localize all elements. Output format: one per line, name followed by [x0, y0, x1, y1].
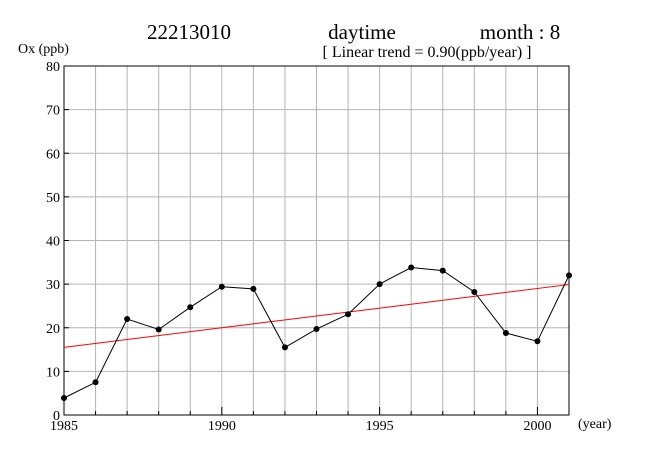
data-point — [155, 326, 162, 333]
data-point — [187, 304, 194, 311]
y-tick-label: 10 — [46, 365, 60, 380]
x-tick-label: 1990 — [208, 419, 236, 434]
data-point — [502, 329, 509, 336]
y-tick-label: 60 — [46, 147, 60, 162]
y-axis-label: Ox (ppb) — [18, 42, 69, 57]
y-tick-label: 30 — [46, 278, 60, 293]
data-point — [61, 394, 67, 401]
y-tick-label: 20 — [46, 322, 60, 337]
data-point — [250, 285, 257, 292]
y-tick-label: 70 — [46, 104, 60, 119]
y-tick-label: 80 — [46, 60, 60, 75]
trend-line — [63, 284, 570, 348]
x-axis-label: (year) — [578, 417, 612, 432]
station-id: 22213010 — [147, 20, 231, 44]
data-point — [345, 311, 352, 318]
x-tick-label: 1985 — [50, 419, 78, 434]
y-axis: 0 10 20 30 40 50 60 70 80 — [46, 60, 69, 424]
data-point — [92, 379, 99, 386]
data-points — [61, 264, 572, 401]
data-point — [124, 316, 131, 323]
x-tick-label: 2000 — [523, 419, 551, 434]
y-tick-label: 0 — [53, 409, 60, 424]
data-point — [218, 283, 225, 290]
x-axis: 1985 1990 1995 2000 — [50, 407, 570, 434]
data-point — [313, 326, 320, 333]
data-point — [439, 267, 446, 274]
data-point — [471, 288, 478, 295]
data-point — [376, 281, 383, 288]
month-label: month : 8 — [480, 20, 561, 44]
grid-lines — [64, 66, 569, 415]
trend-label: [ Linear trend = 0.90(ppb/year) ] — [323, 44, 532, 61]
x-tick-label: 1995 — [366, 419, 394, 434]
period-label: daytime — [328, 20, 396, 44]
data-point — [566, 272, 572, 279]
data-point — [281, 344, 288, 351]
data-point — [534, 338, 541, 345]
y-tick-label: 50 — [46, 191, 60, 206]
data-point — [408, 264, 415, 271]
y-tick-label: 40 — [46, 235, 60, 250]
